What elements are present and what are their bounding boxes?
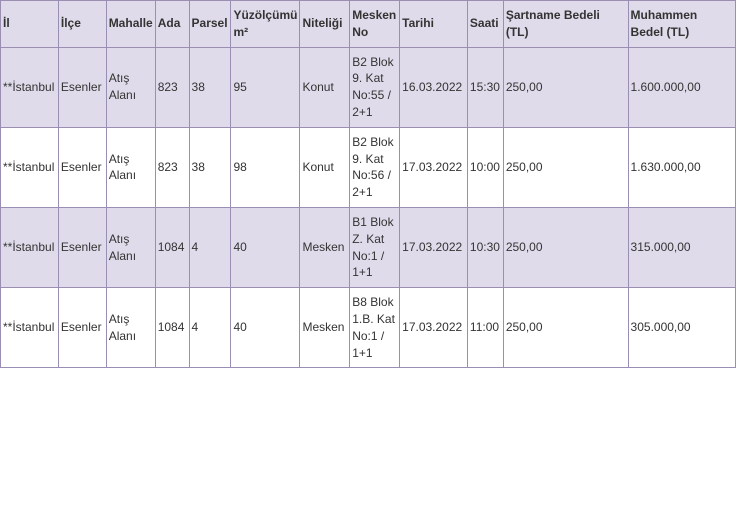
cell-il: **İstanbul — [1, 127, 59, 207]
col-header-saat: Saati — [467, 1, 503, 48]
cell-il: **İstanbul — [1, 288, 59, 368]
cell-ilce: Esenler — [58, 207, 106, 287]
cell-saat: 15:30 — [467, 47, 503, 127]
cell-ada: 1084 — [155, 288, 189, 368]
cell-saat: 10:30 — [467, 207, 503, 287]
cell-sart: 250,00 — [503, 207, 628, 287]
cell-parsel: 4 — [189, 288, 231, 368]
cell-muh: 1.630.000,00 — [628, 127, 735, 207]
cell-saat: 11:00 — [467, 288, 503, 368]
header-row: İlİlçeMahalleAdaParselYüzölçümü m²Niteli… — [1, 1, 736, 48]
cell-saat: 10:00 — [467, 127, 503, 207]
col-header-muh: Muhammen Bedel (TL) — [628, 1, 735, 48]
cell-muh: 305.000,00 — [628, 288, 735, 368]
property-table-container: İlİlçeMahalleAdaParselYüzölçümü m²Niteli… — [0, 0, 736, 368]
cell-nit: Mesken — [300, 207, 350, 287]
cell-ilce: Esenler — [58, 47, 106, 127]
cell-tarih: 17.03.2022 — [400, 288, 468, 368]
cell-yuz: 40 — [231, 207, 300, 287]
cell-sart: 250,00 — [503, 127, 628, 207]
cell-parsel: 38 — [189, 127, 231, 207]
cell-tarih: 16.03.2022 — [400, 47, 468, 127]
cell-sart: 250,00 — [503, 288, 628, 368]
cell-mahalle: Atış Alanı — [106, 207, 155, 287]
col-header-ilce: İlçe — [58, 1, 106, 48]
table-row: **İstanbulEsenlerAtış Alanı8233895KonutB… — [1, 47, 736, 127]
cell-mesken: B1 Blok Z. Kat No:1 / 1+1 — [350, 207, 400, 287]
cell-mahalle: Atış Alanı — [106, 127, 155, 207]
cell-mahalle: Atış Alanı — [106, 47, 155, 127]
table-row: **İstanbulEsenlerAtış Alanı1084440Mesken… — [1, 207, 736, 287]
cell-ada: 823 — [155, 47, 189, 127]
col-header-parsel: Parsel — [189, 1, 231, 48]
col-header-yuz: Yüzölçümü m² — [231, 1, 300, 48]
table-head: İlİlçeMahalleAdaParselYüzölçümü m²Niteli… — [1, 1, 736, 48]
cell-yuz: 40 — [231, 288, 300, 368]
col-header-il: İl — [1, 1, 59, 48]
col-header-ada: Ada — [155, 1, 189, 48]
cell-ilce: Esenler — [58, 127, 106, 207]
col-header-mahalle: Mahalle — [106, 1, 155, 48]
cell-nit: Mesken — [300, 288, 350, 368]
cell-parsel: 38 — [189, 47, 231, 127]
cell-yuz: 95 — [231, 47, 300, 127]
cell-mahalle: Atış Alanı — [106, 288, 155, 368]
cell-il: **İstanbul — [1, 47, 59, 127]
cell-tarih: 17.03.2022 — [400, 207, 468, 287]
cell-parsel: 4 — [189, 207, 231, 287]
col-header-mesken: Mesken No — [350, 1, 400, 48]
cell-mesken: B8 Blok 1.B. Kat No:1 / 1+1 — [350, 288, 400, 368]
col-header-sart: Şartname Bedeli (TL) — [503, 1, 628, 48]
cell-tarih: 17.03.2022 — [400, 127, 468, 207]
cell-sart: 250,00 — [503, 47, 628, 127]
table-body: **İstanbulEsenlerAtış Alanı8233895KonutB… — [1, 47, 736, 368]
cell-muh: 315.000,00 — [628, 207, 735, 287]
cell-nit: Konut — [300, 127, 350, 207]
cell-yuz: 98 — [231, 127, 300, 207]
col-header-tarih: Tarihi — [400, 1, 468, 48]
col-header-nit: Niteliği — [300, 1, 350, 48]
cell-mesken: B2 Blok 9. Kat No:55 / 2+1 — [350, 47, 400, 127]
cell-il: **İstanbul — [1, 207, 59, 287]
cell-nit: Konut — [300, 47, 350, 127]
property-table: İlİlçeMahalleAdaParselYüzölçümü m²Niteli… — [0, 0, 736, 368]
table-row: **İstanbulEsenlerAtış Alanı1084440Mesken… — [1, 288, 736, 368]
cell-muh: 1.600.000,00 — [628, 47, 735, 127]
cell-ilce: Esenler — [58, 288, 106, 368]
cell-ada: 823 — [155, 127, 189, 207]
cell-mesken: B2 Blok 9. Kat No:56 / 2+1 — [350, 127, 400, 207]
cell-ada: 1084 — [155, 207, 189, 287]
table-row: **İstanbulEsenlerAtış Alanı8233898KonutB… — [1, 127, 736, 207]
